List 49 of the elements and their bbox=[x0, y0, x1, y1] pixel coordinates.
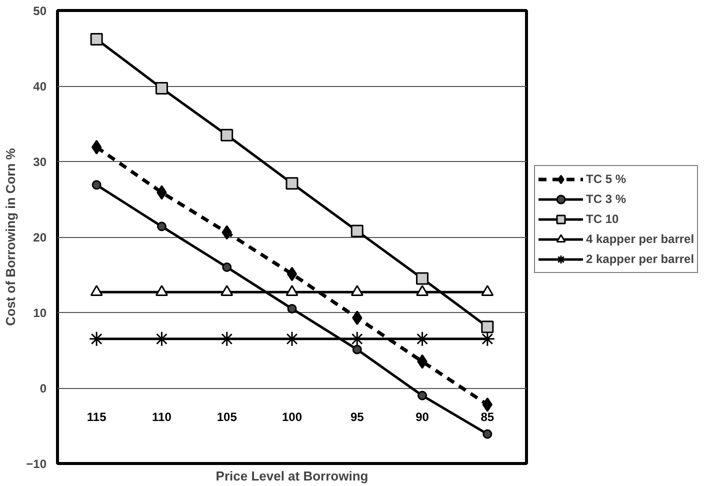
point bbox=[350, 285, 364, 296]
y-tick-label: 50 bbox=[33, 4, 47, 18]
legend-label: TC 10 bbox=[586, 212, 619, 226]
y-tick-label: 40 bbox=[33, 80, 47, 94]
point bbox=[352, 310, 362, 326]
x-tick-label: 110 bbox=[152, 410, 172, 424]
legend-label: TC 5 % bbox=[586, 172, 626, 186]
y-tick-label: 20 bbox=[33, 230, 47, 244]
point bbox=[481, 320, 494, 334]
y-tick-label: 10 bbox=[33, 306, 47, 320]
point bbox=[90, 32, 103, 46]
x-tick-label: 115 bbox=[86, 410, 107, 424]
point bbox=[220, 285, 234, 296]
y-tick-label: 0 bbox=[40, 382, 47, 396]
point bbox=[222, 225, 232, 240]
point bbox=[286, 285, 298, 296]
point bbox=[482, 429, 492, 439]
y-tick-label: 30 bbox=[33, 155, 47, 169]
point bbox=[286, 177, 298, 190]
legend-label: 4 kapper per barrel bbox=[586, 232, 694, 246]
point bbox=[155, 285, 168, 296]
x-tick-label: 105 bbox=[216, 410, 238, 424]
x-tick-label: 100 bbox=[282, 410, 302, 424]
legend-label: 2 kapper per barrel bbox=[586, 252, 694, 266]
point bbox=[417, 354, 428, 369]
point bbox=[416, 285, 429, 296]
point bbox=[220, 128, 234, 142]
point bbox=[156, 222, 166, 232]
point bbox=[482, 397, 492, 412]
point bbox=[156, 185, 167, 200]
point bbox=[90, 285, 103, 296]
point bbox=[416, 272, 429, 285]
point bbox=[418, 390, 428, 400]
point bbox=[222, 262, 232, 272]
point bbox=[481, 285, 494, 296]
x-tick-label: 95 bbox=[350, 410, 364, 424]
point bbox=[352, 344, 362, 354]
point bbox=[350, 224, 364, 238]
y-axis-title: Cost of Borrowing in Corn % bbox=[3, 148, 18, 326]
point bbox=[92, 140, 102, 154]
x-tick-label: 85 bbox=[480, 410, 494, 424]
x-axis-title: Price Level at Borrowing bbox=[216, 468, 368, 484]
point bbox=[155, 82, 168, 95]
legend-label: TC 3 % bbox=[586, 192, 626, 206]
point bbox=[286, 266, 298, 282]
point bbox=[92, 180, 102, 190]
point bbox=[287, 304, 297, 314]
y-tick-label: −10 bbox=[26, 457, 47, 471]
x-tick-label: 90 bbox=[416, 410, 430, 424]
